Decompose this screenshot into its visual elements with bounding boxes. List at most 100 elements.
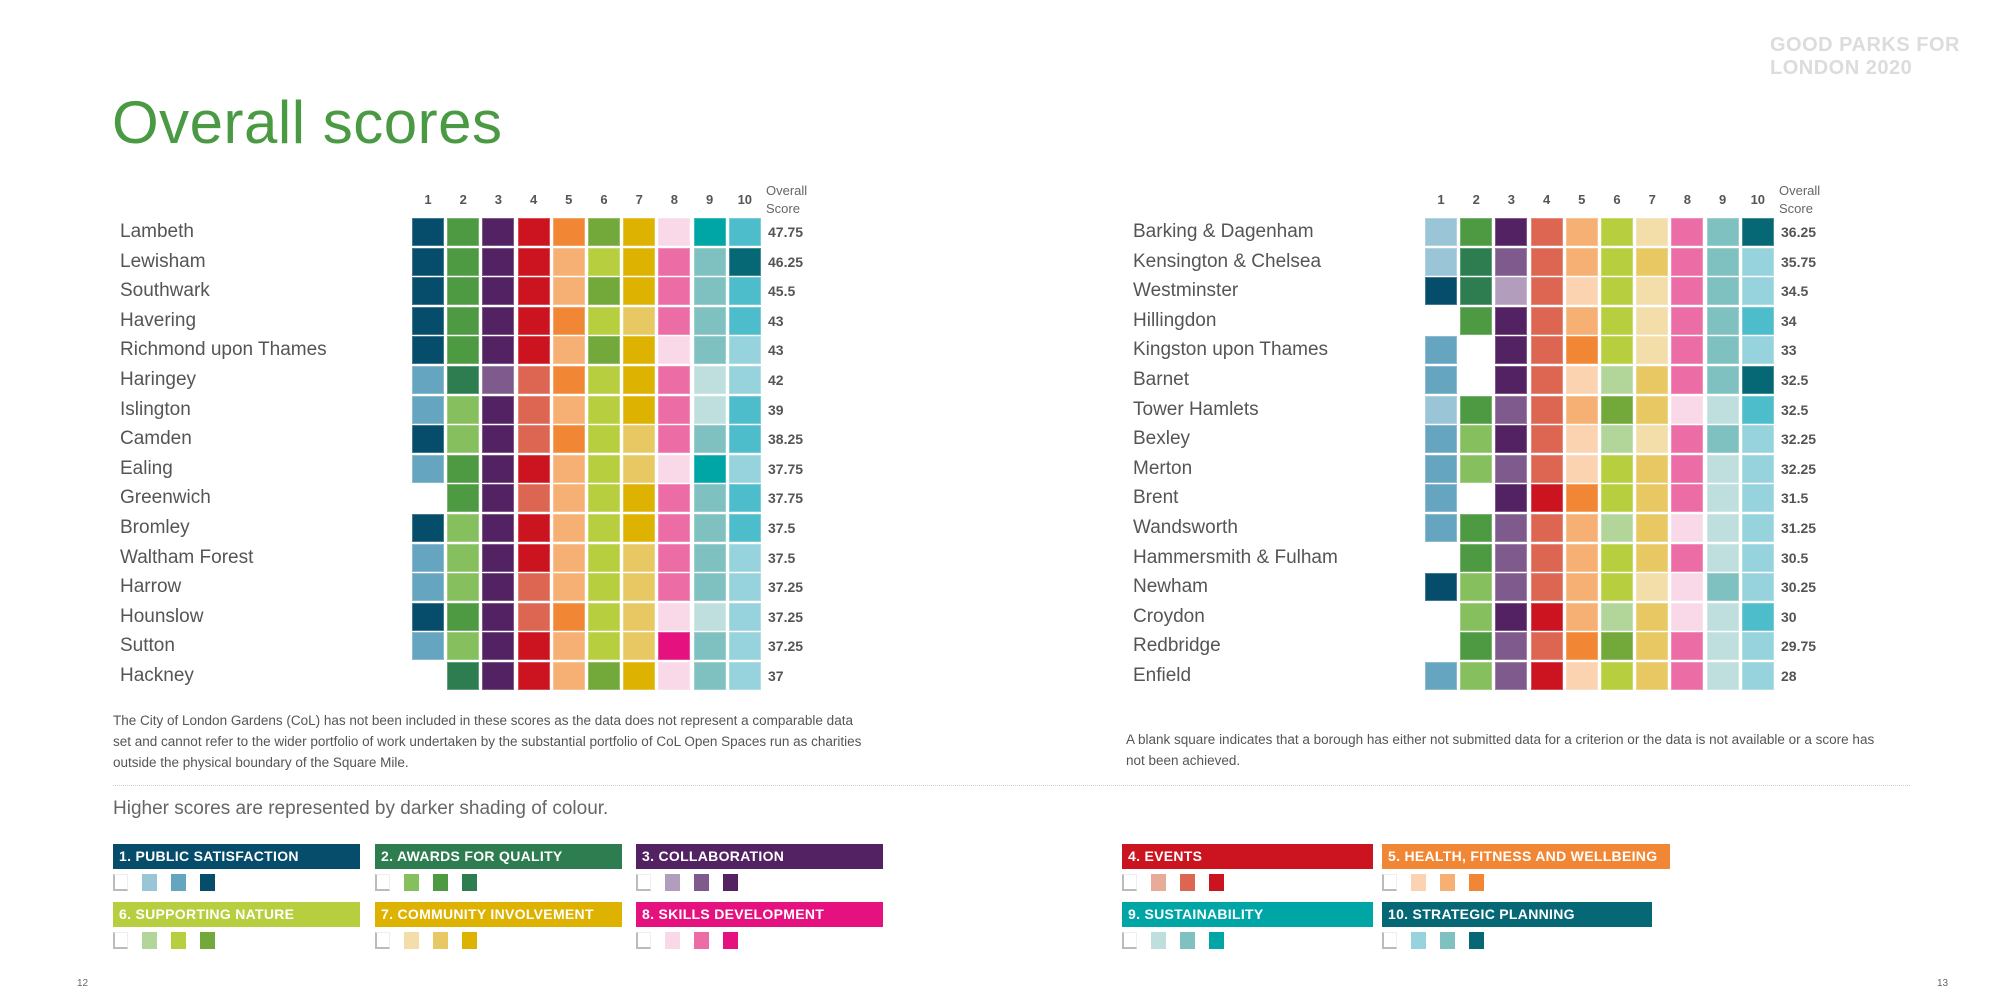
score-cell [447,336,480,365]
score-cell [1460,602,1493,631]
overall-score: 30.25 [1781,579,1817,596]
score-cell [552,425,585,454]
legend-label: 8. SKILLS DEVELOPMENT [636,902,883,927]
score-cell [728,306,761,335]
score-cell [1601,484,1633,513]
score-cell [1530,395,1563,424]
score-cell [1460,514,1493,542]
legend-item: 9. SUSTAINABILITY [1122,902,1373,962]
score-cell [693,602,726,631]
score-cell [1530,306,1563,335]
score-cell [658,425,691,454]
score-cell [1741,632,1774,661]
table-row: Harrow 37.25 [120,573,840,603]
score-cell [482,602,515,631]
score-cell [728,277,761,306]
score-cell [1495,336,1528,365]
score-cell [1565,514,1598,542]
score-cell [412,543,444,572]
score-cell [482,514,515,542]
score-cell [1530,602,1563,631]
score-cell [1460,454,1493,483]
legend-swatch [1440,932,1455,949]
score-cell [447,395,480,424]
score-cell [1706,454,1739,483]
score-cell [728,662,761,690]
score-cell [517,514,550,542]
legend-swatch [1411,932,1426,949]
score-cell [482,306,515,335]
table-row: Sutton 37.25 [120,632,840,662]
overall-score: 46.25 [768,253,804,270]
score-cell [482,336,515,365]
score-cell [623,336,656,365]
score-cell [1671,454,1704,483]
score-cell [623,484,656,513]
score-cell [1636,662,1669,690]
borough-name: Barnet [1133,369,1189,390]
score-cell [517,336,550,365]
overall-score: 39 [768,401,784,418]
score-cell [412,218,444,246]
score-cell [1425,395,1457,424]
overall-score-header-line2: Score [766,201,800,216]
overall-score: 33 [1781,342,1797,359]
column-header: 2 [1472,192,1480,207]
score-cell [1671,662,1704,690]
column-header: 1 [424,192,432,207]
table-row: Hackney 37 [120,662,840,692]
legend-swatch [462,932,477,949]
borough-name: Croydon [1133,605,1205,627]
score-cell [1565,602,1598,631]
column-header: 10 [1750,192,1766,207]
score-cell [588,514,620,542]
legend-item: 2. AWARDS FOR QUALITY [375,844,622,904]
table-row: Kingston upon Thames 33 [1133,336,1853,366]
score-cell [1706,366,1739,394]
score-cell [1671,277,1704,306]
score-cell [482,573,515,602]
column-header: 10 [737,192,753,207]
score-cell [447,277,480,306]
legend-label: 6. SUPPORTING NATURE [113,902,360,927]
score-cell [693,662,726,690]
score-cell [588,277,620,306]
score-cell [1601,306,1633,335]
score-cell [1671,543,1704,572]
score-cell [1460,662,1493,690]
score-cell [588,306,620,335]
score-cell [1671,514,1704,542]
legend-swatch [171,932,186,949]
score-cell [1741,306,1774,335]
legend-swatch-blank [636,932,651,949]
score-cell [1741,514,1774,542]
score-cell [1601,425,1633,454]
score-cell [1741,218,1774,246]
overall-score: 31.5 [1781,490,1809,507]
legend-label: 3. COLLABORATION [636,844,883,869]
legend-swatch [1180,932,1195,949]
overall-score: 36.25 [1781,224,1817,240]
score-cell [1425,366,1457,394]
score-cell [552,306,585,335]
score-cell [623,395,656,424]
score-cell [693,395,726,424]
score-cell [1706,662,1739,690]
score-cell [728,218,761,246]
legend-swatch [142,932,157,949]
score-cell [447,247,480,276]
legend-item: 4. EVENTS [1122,844,1373,904]
score-cell [1460,573,1493,602]
score-cell [1495,484,1528,513]
borough-name: Kensington & Chelsea [1133,250,1322,272]
score-cell [1601,395,1633,424]
score-cell [517,218,550,246]
score-cell [1530,573,1563,602]
score-cell [482,454,515,483]
column-header: 4 [1542,192,1551,207]
score-cell [517,395,550,424]
score-cell [1530,514,1563,542]
score-cell [728,573,761,602]
score-cell [1425,218,1457,246]
borough-name: Lambeth [120,221,194,242]
